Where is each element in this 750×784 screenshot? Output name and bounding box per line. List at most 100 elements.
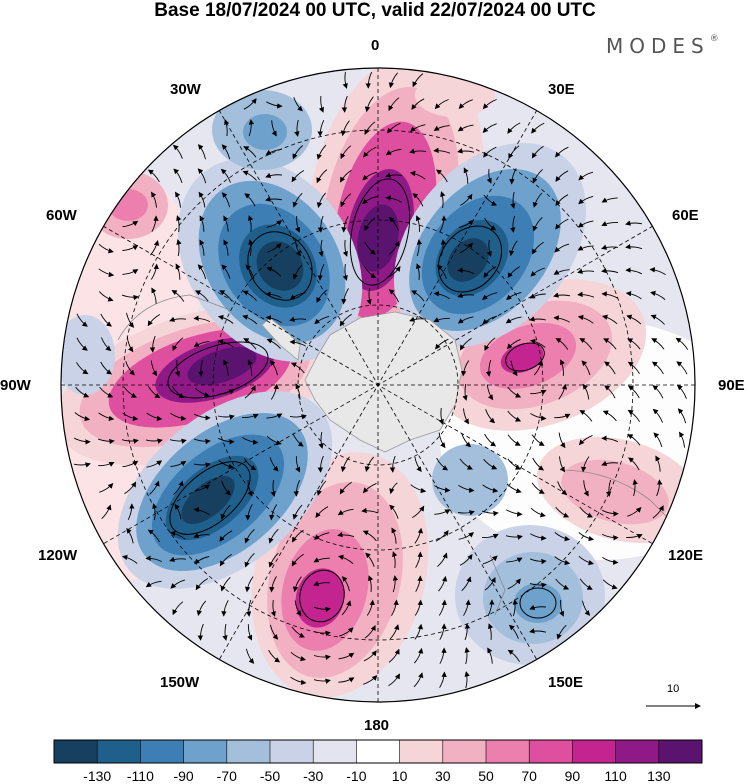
- wind-vector: [411, 98, 425, 110]
- colorbar-swatch: [442, 740, 487, 763]
- wind-vector: [269, 504, 278, 521]
- wind-vector: [602, 579, 618, 590]
- wind-vector: [295, 456, 301, 473]
- wind-vector: [364, 456, 375, 472]
- wind-vector: [313, 580, 330, 586]
- wind-vector: [221, 481, 231, 496]
- wind-vector: [510, 360, 518, 377]
- wind-vector: [339, 313, 352, 327]
- wind-vector: [267, 243, 282, 253]
- wind-vector: [76, 337, 88, 351]
- wind-vector: [316, 289, 328, 304]
- wind-vector: [219, 554, 232, 567]
- wind-vector: [602, 533, 619, 541]
- wind-vector: [388, 240, 400, 255]
- wind-vector: [169, 530, 186, 540]
- wind-vector: [603, 338, 617, 350]
- wind-vector: [318, 431, 324, 449]
- wind-vector: [486, 384, 494, 401]
- wind-vector: [317, 119, 325, 137]
- wind-vector: [247, 624, 253, 641]
- wind-vector: [176, 215, 182, 233]
- wind-vector: [270, 599, 276, 617]
- lon-label-150w: 150W: [160, 674, 200, 691]
- wind-vector: [433, 125, 450, 131]
- wind-vector: [217, 314, 234, 324]
- wind-vector: [529, 628, 547, 634]
- wind-vector: [507, 649, 520, 662]
- wind-vector: [410, 484, 427, 494]
- wind-vector: [652, 505, 664, 519]
- wind-vector: [655, 455, 661, 472]
- colorbar-swatch: [486, 740, 530, 763]
- colorbar-tick-label: 90: [564, 768, 581, 784]
- wind-vector: [194, 290, 209, 302]
- wind-vector: [434, 99, 449, 110]
- wind-vector: [197, 359, 204, 377]
- wind-vector: [388, 97, 400, 112]
- wind-vector: [628, 457, 640, 471]
- wind-vector: [457, 124, 474, 132]
- wind-vector: [170, 579, 186, 589]
- wind-vector: [289, 292, 306, 300]
- wind-vector: [433, 317, 450, 323]
- lon-label-90e: 90E: [718, 377, 745, 394]
- wind-vector: [193, 532, 210, 538]
- wind-vector: [461, 576, 472, 592]
- wind-vector: [193, 438, 211, 445]
- wind-vector: [266, 101, 283, 109]
- lon-label-150e: 150E: [548, 674, 584, 691]
- wind-vector: [122, 460, 139, 468]
- wind-vector: [579, 506, 594, 518]
- wind-vector: [291, 626, 305, 638]
- lon-label-120e: 120E: [668, 547, 704, 564]
- wind-vector: [414, 623, 424, 640]
- lon-label-30e: 30E: [548, 81, 575, 98]
- wind-vector: [488, 623, 494, 640]
- wind-vector: [172, 337, 184, 352]
- wind-vector: [530, 413, 547, 421]
- wind-vector: [485, 359, 492, 377]
- wind-vector: [364, 96, 374, 113]
- wind-vector: [362, 171, 378, 181]
- wind-vector: [124, 481, 137, 495]
- colorbar-tick-label: 10: [391, 768, 408, 784]
- wind-vector: [388, 216, 400, 231]
- wind-vector: [266, 413, 283, 419]
- wind-vector: [199, 215, 205, 232]
- wind-vector: [125, 361, 135, 376]
- wind-vector: [434, 509, 451, 515]
- wind-vector: [577, 268, 595, 274]
- wind-vector: [269, 360, 278, 376]
- wind-vector: [556, 624, 567, 640]
- wind-vector: [578, 532, 595, 542]
- wind-vector: [651, 361, 664, 375]
- wind-vector: [434, 485, 451, 493]
- wind-vector: [98, 243, 114, 254]
- wind-vector: [220, 504, 231, 520]
- wind-vector: [531, 482, 545, 494]
- wind-vector: [194, 484, 211, 492]
- wind-vector: [146, 412, 163, 422]
- wind-vector: [121, 438, 139, 444]
- wind-vector: [555, 338, 569, 350]
- wind-vector: [364, 266, 377, 279]
- wind-vector: [625, 267, 643, 275]
- wind-vector: [121, 554, 138, 564]
- wind-vector: [484, 433, 497, 447]
- wind-vector: [555, 218, 569, 230]
- wind-vector: [464, 647, 470, 665]
- wind-vector: [100, 313, 112, 327]
- wind-vector: [98, 412, 115, 422]
- wind-vector: [292, 433, 304, 447]
- wind-vector: [217, 338, 234, 348]
- wind-vector: [458, 532, 475, 540]
- wind-vector: [676, 384, 687, 399]
- wind-vector: [293, 480, 301, 497]
- wind-vector: [553, 292, 571, 298]
- wind-vector: [316, 144, 327, 160]
- wind-vector: [487, 599, 495, 617]
- wind-vector: [532, 216, 543, 232]
- wind-vector: [98, 291, 114, 302]
- wind-vector: [415, 575, 423, 592]
